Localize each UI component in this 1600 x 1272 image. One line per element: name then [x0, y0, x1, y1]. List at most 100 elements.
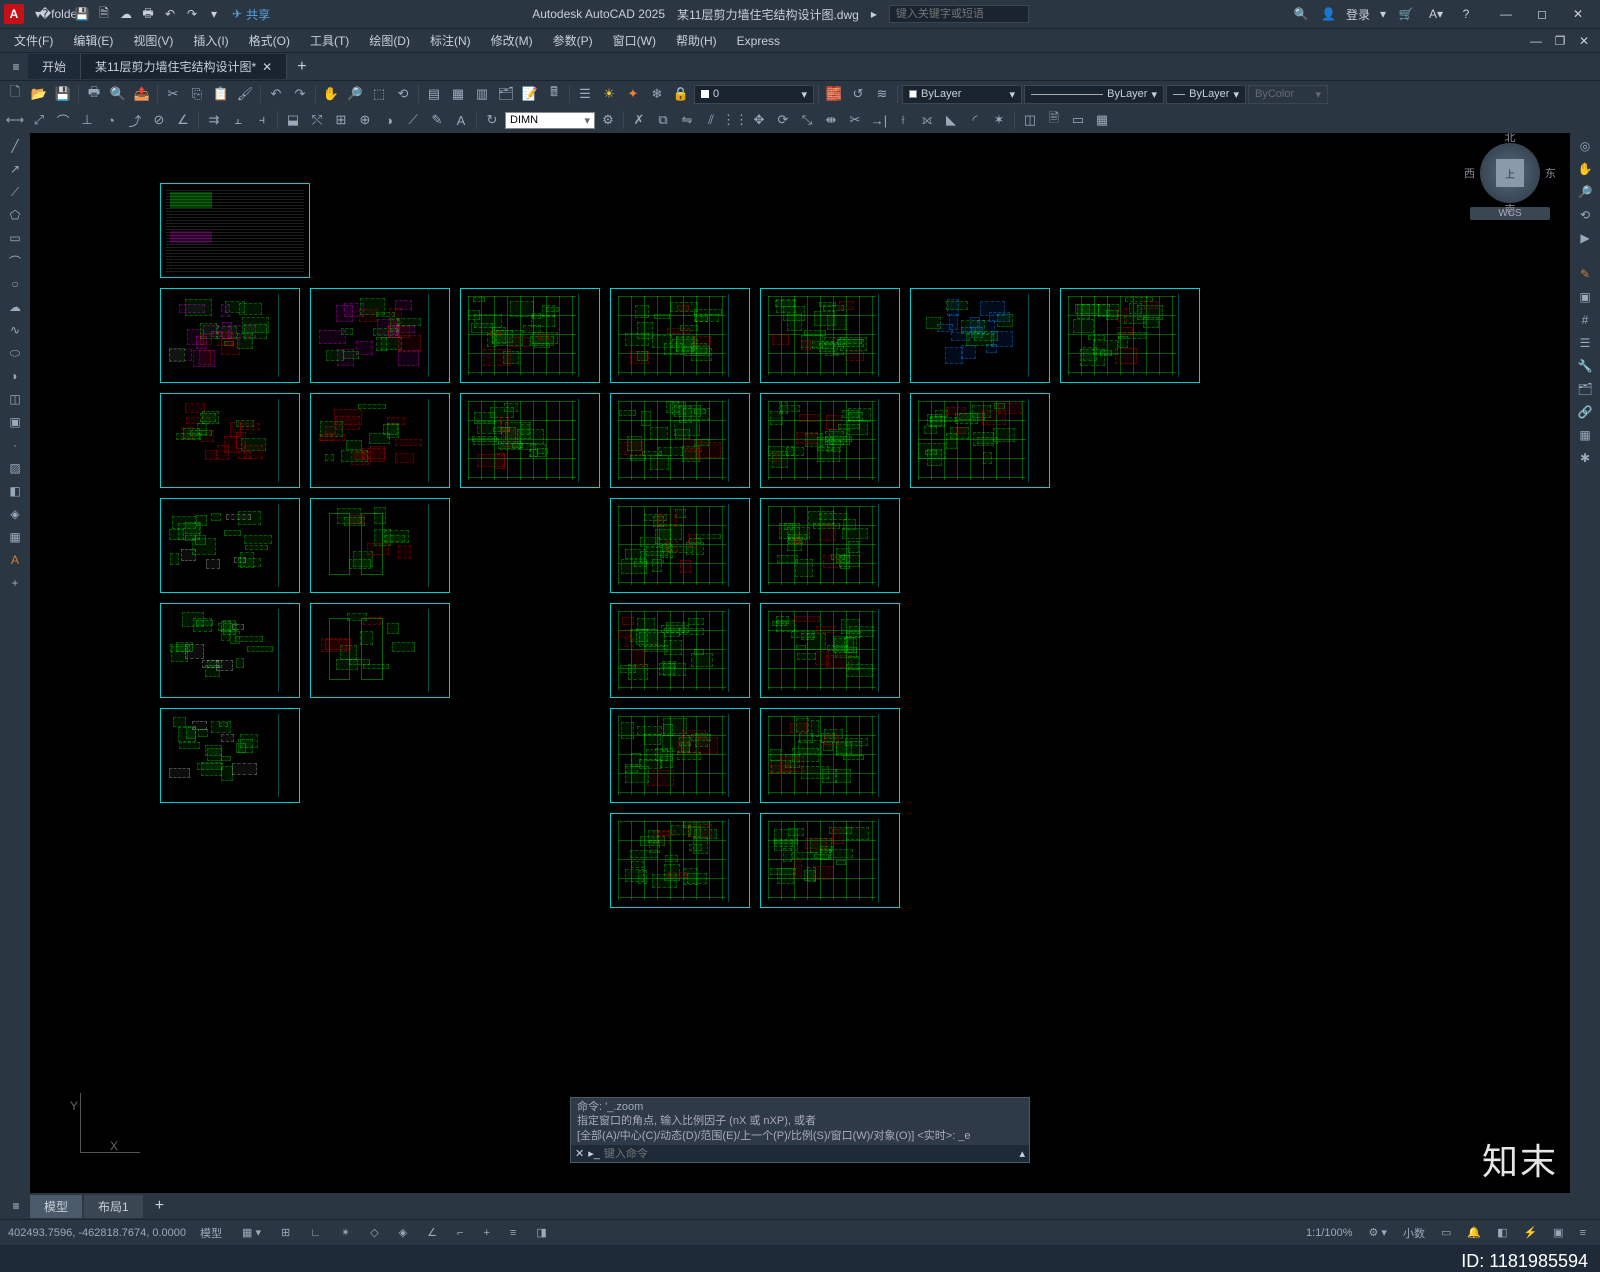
sb-polar-icon[interactable]: ✴ — [335, 1224, 356, 1241]
tb-laystate-icon[interactable]: ☀ — [598, 83, 620, 105]
dim-style-icon[interactable]: ⚙ — [597, 109, 619, 131]
palette-dc-icon[interactable]: ▦ — [1572, 424, 1598, 446]
dim-tol-icon[interactable]: ⊞ — [330, 109, 352, 131]
mod-extend-icon[interactable]: →| — [868, 109, 890, 131]
sb-lwt-icon[interactable]: ≡ — [504, 1225, 522, 1241]
draw-spline-icon[interactable]: ∿ — [2, 319, 28, 341]
tab-layout1[interactable]: 布局1 — [84, 1195, 143, 1218]
plotstyle-dropdown[interactable]: ByColor ▾ — [1248, 85, 1328, 104]
dim-ang-icon[interactable]: ∠ — [172, 109, 194, 131]
tb-new-icon[interactable]: 🗋 — [4, 83, 26, 105]
tb-zoom-icon[interactable]: 🔎 — [344, 83, 366, 105]
mod-copy-icon[interactable]: ⧉ — [652, 109, 674, 131]
viewcube-top[interactable]: 上 — [1496, 159, 1524, 187]
tb-tp-icon[interactable]: ▥ — [471, 83, 493, 105]
tb-laylock-icon[interactable]: 🔒 — [670, 83, 692, 105]
draw-circle-icon[interactable]: ○ — [2, 273, 28, 295]
nav-wheel-icon[interactable]: ◎ — [1572, 135, 1598, 157]
search-icon[interactable]: 🔍 — [1291, 4, 1311, 24]
doc-close-icon[interactable]: ✕ — [1574, 31, 1594, 51]
share-button[interactable]: ✈ 共享 — [232, 6, 270, 23]
menu-tools[interactable]: 工具(T) — [302, 30, 357, 51]
draw-table-icon[interactable]: ▦ — [2, 526, 28, 548]
mod-mirror-icon[interactable]: ⇋ — [676, 109, 698, 131]
tb-open-icon[interactable]: 📂 — [28, 83, 50, 105]
ins-block-icon[interactable]: ◫ — [1019, 109, 1041, 131]
mod-scale-icon[interactable]: ⤡ — [796, 109, 818, 131]
mod-move-icon[interactable]: ✥ — [748, 109, 770, 131]
sb-ws-icon[interactable]: ▭ — [1435, 1224, 1457, 1241]
qat-web-icon[interactable]: ☁ — [116, 4, 136, 24]
title-arrow-icon[interactable]: ▸ — [871, 7, 877, 21]
draw-region-icon[interactable]: ◈ — [2, 503, 28, 525]
menu-parametric[interactable]: 参数(P) — [545, 30, 601, 51]
mod-join-icon[interactable]: ⟗ — [916, 109, 938, 131]
tb-laymcur-icon[interactable]: 🧱 — [823, 83, 845, 105]
menu-window[interactable]: 窗口(W) — [605, 30, 664, 51]
qat-plot-icon[interactable]: 🖶 — [138, 4, 158, 24]
menu-modify[interactable]: 修改(M) — [483, 30, 541, 51]
draw-revcloud-icon[interactable]: ☁ — [2, 296, 28, 318]
palette-layers-icon[interactable]: ☰ — [1572, 332, 1598, 354]
nav-showmotion-icon[interactable]: ▶ — [1572, 227, 1598, 249]
menu-edit[interactable]: 编辑(E) — [65, 30, 121, 51]
tab-start[interactable]: 开始 — [28, 54, 81, 79]
draw-arc-icon[interactable]: ⌒ — [2, 250, 28, 272]
tb-markup-icon[interactable]: 📝 — [519, 83, 541, 105]
layout-menu-icon[interactable]: ≡ — [4, 1194, 28, 1218]
tb-laymatch-icon[interactable]: ≋ — [871, 83, 893, 105]
tb-pan-icon[interactable]: ✋ — [320, 83, 342, 105]
dim-jog-icon[interactable]: ⤴ — [124, 109, 146, 131]
menu-file[interactable]: 文件(F) — [6, 30, 61, 51]
mod-break-icon[interactable]: ⟊ — [892, 109, 914, 131]
nav-orbit-icon[interactable]: ⟲ — [1572, 204, 1598, 226]
draw-pline-icon[interactable]: ⟋ — [2, 181, 28, 203]
draw-rect-icon[interactable]: ▭ — [2, 227, 28, 249]
draw-line-icon[interactable]: ╱ — [2, 135, 28, 157]
dimstyle-dropdown[interactable]: DIMN ▾ — [505, 112, 595, 129]
sb-annomon-icon[interactable]: 🔔 — [1461, 1224, 1487, 1241]
qat-open-icon[interactable]: �folder — [50, 4, 70, 24]
tb-match-icon[interactable]: 🖌 — [234, 83, 256, 105]
dim-dia-icon[interactable]: ⊘ — [148, 109, 170, 131]
sb-iso-icon[interactable]: ◧ — [1491, 1224, 1513, 1241]
qat-saveas-icon[interactable]: 🗎 — [94, 4, 114, 24]
viewcube-west[interactable]: 西 — [1464, 165, 1475, 181]
app-menu-icon[interactable]: ≡ — [4, 55, 28, 79]
tb-publish-icon[interactable]: 📤 — [131, 83, 153, 105]
command-input[interactable] — [604, 1148, 1016, 1160]
dim-rad-icon[interactable]: ◔ — [100, 109, 122, 131]
search-input[interactable] — [889, 5, 1029, 23]
maximize-button[interactable]: ◻ — [1524, 0, 1560, 28]
cmd-close-icon[interactable]: ✕ — [575, 1147, 584, 1160]
dim-aligned-icon[interactable]: ⤢ — [28, 109, 50, 131]
layer-dropdown[interactable]: 0 ▾ — [694, 85, 814, 104]
menu-help[interactable]: 帮助(H) — [668, 30, 725, 51]
draw-gradient-icon[interactable]: ◧ — [2, 480, 28, 502]
tb-layprev-icon[interactable]: ↺ — [847, 83, 869, 105]
palette-markup-icon[interactable]: ✱ — [1572, 447, 1598, 469]
menu-format[interactable]: 格式(O) — [241, 30, 298, 51]
dim-ord-icon[interactable]: ⊥ — [76, 109, 98, 131]
mod-trim-icon[interactable]: ✂ — [844, 109, 866, 131]
qat-undo-icon[interactable]: ↶ — [160, 4, 180, 24]
viewcube-east[interactable]: 东 — [1545, 165, 1556, 181]
user-icon[interactable]: 👤 — [1321, 7, 1336, 21]
dim-base-icon[interactable]: ⫠ — [227, 109, 249, 131]
tb-zoomp-icon[interactable]: ⟲ — [392, 83, 414, 105]
mod-stretch-icon[interactable]: ⇼ — [820, 109, 842, 131]
minimize-button[interactable]: — — [1488, 0, 1524, 28]
menu-insert[interactable]: 插入(I) — [185, 30, 236, 51]
mod-offset-icon[interactable]: ⫽ — [700, 109, 722, 131]
sb-tpy-icon[interactable]: ◨ — [530, 1224, 552, 1241]
sb-ducs-icon[interactable]: ⌐ — [451, 1225, 469, 1241]
login-label[interactable]: 登录 — [1346, 6, 1370, 23]
tb-dc-icon[interactable]: ▦ — [447, 83, 469, 105]
tb-print-icon[interactable]: 🖶 — [83, 83, 105, 105]
sb-otrack-icon[interactable]: ∠ — [421, 1224, 443, 1241]
palette-count-icon[interactable]: # — [1572, 309, 1598, 331]
sb-model-button[interactable]: 模型 — [194, 1223, 228, 1243]
dim-cen-icon[interactable]: ⊕ — [354, 109, 376, 131]
mod-rotate-icon[interactable]: ⟳ — [772, 109, 794, 131]
menu-view[interactable]: 视图(V) — [125, 30, 181, 51]
